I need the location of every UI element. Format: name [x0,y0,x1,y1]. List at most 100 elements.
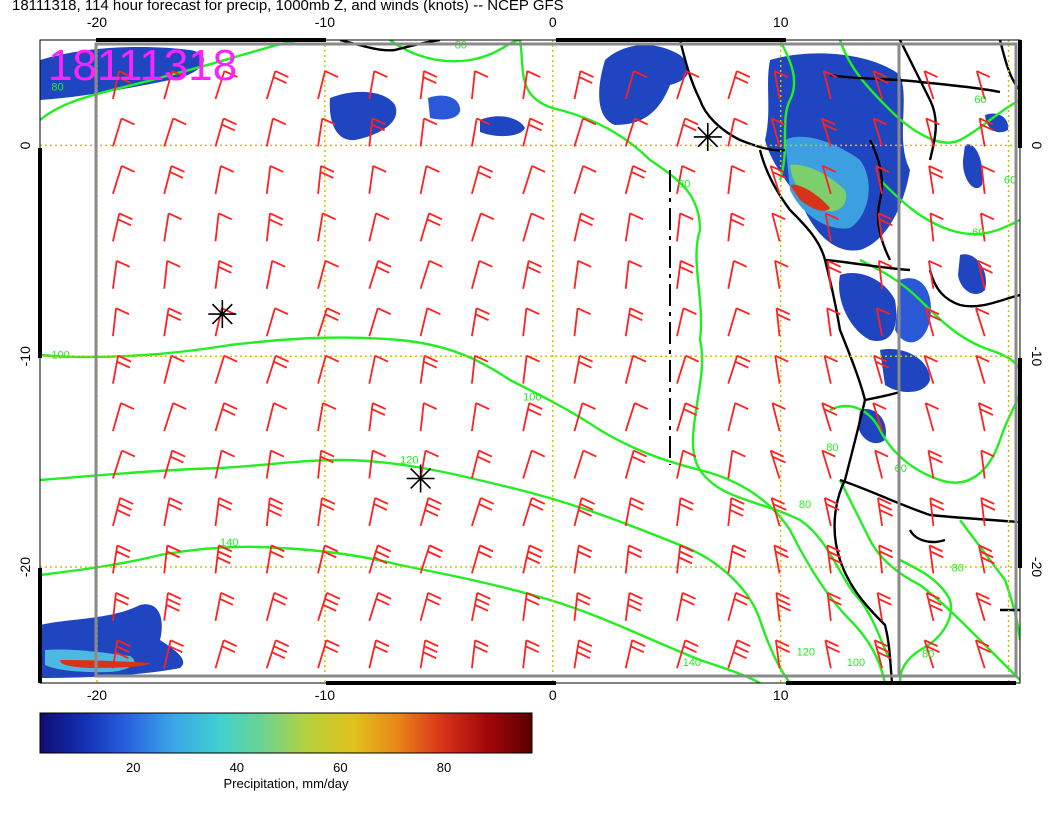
wind-barb [822,70,838,100]
wind-barb [112,449,136,479]
precip-area-east-2 [962,144,983,189]
wind-barb [770,117,786,147]
wind-barb [878,544,894,574]
wind-barb [624,259,643,289]
wind-barb [929,497,945,527]
colorbar-tick-label: 60 [333,760,347,775]
wind-barb [470,402,490,432]
wind-barb [624,354,647,384]
wind-barb [112,354,132,384]
wind-barb [676,497,694,527]
precip-area-north-mid [329,91,397,141]
wind-barb [727,307,750,337]
wind-barb [977,402,994,432]
wind-barb [727,165,746,195]
wind-barb [522,307,540,337]
bottom-lon-label: 0 [549,687,557,703]
wind-barb [317,497,336,527]
axis-tick-labels: -20 -10 0 10-20 -10 0 100-10-200-10-20 [17,14,1045,703]
wind-barb [624,449,648,479]
wind-barb [265,497,284,527]
border-7 [839,478,1020,524]
wind-barb [929,212,944,242]
precip-area-inland-3 [880,349,930,392]
wind-barb [875,165,890,195]
wind-barb [265,639,290,669]
wind-barb [368,639,390,669]
wind-barb [522,497,546,527]
contour-label: 80 [51,82,63,94]
wind-barb [214,354,238,384]
wind-barb [112,117,135,147]
wind-barb [928,165,944,195]
wind-barb [522,70,541,100]
wind-barb [573,212,595,242]
contour-label: 100 [523,392,541,404]
pressure-center-marker [693,122,722,151]
wind-barb [368,165,387,195]
wind-barb [317,449,335,479]
precip-area-north-east [480,116,525,137]
wind-barb [317,544,339,574]
wind-barb [470,117,491,147]
wind-barb [265,117,287,147]
wind-barb [163,591,182,621]
wind-barb [214,212,233,242]
coastline-west-central [758,149,894,683]
contour-label: 60 [972,227,984,239]
wind-barb [112,402,135,432]
contour-label: 60 [1004,174,1016,186]
wind-barb [823,354,838,384]
wind-barb [977,259,993,289]
wind-barb [419,497,442,527]
wind-barb [821,449,836,479]
wind-barb [624,70,648,100]
bottom-lon-label: -10 [315,687,335,703]
contour-140 [40,545,761,683]
wind-barb [471,165,493,195]
wind-barb [522,591,541,621]
page-title: 18111318, 114 hour forecast for precip, … [12,0,564,14]
wind-barb [727,117,748,147]
wind-barb [573,591,591,621]
wind-barb [112,544,131,574]
wind-barb [265,70,289,100]
contour-east-4 [859,258,1020,371]
left-lat-label: -20 [17,557,33,577]
height-contours [40,40,1020,683]
wind-barb [265,402,288,432]
wind-barb [214,259,233,289]
wind-barb [419,307,441,337]
wind-barb [676,639,699,669]
bottom-lon-label: 10 [773,687,789,703]
wind-barb [821,165,837,195]
contour-label: 100 [51,349,69,361]
wind-barb [317,354,340,384]
wind-barb [317,259,339,289]
timestamp-label: 18111318 [48,41,237,90]
wind-barb [573,259,592,289]
wind-barb [368,212,390,242]
wind-barb [419,117,438,147]
wind-barb [874,449,889,479]
wind-barb [980,497,996,527]
wind-barb [368,591,392,622]
coastlines [339,40,1020,683]
wind-barb [368,544,392,574]
wind-barb [873,639,892,669]
precip-area-north-small [428,95,461,120]
wind-barb [471,212,495,242]
wind-barb [265,259,286,289]
wind-barb [265,354,290,384]
wind-barb [980,449,995,479]
wind-barb [112,591,130,621]
wind-barb [923,70,938,100]
wind-barb [317,165,335,194]
wind-barb [769,165,786,195]
wind-barb [419,591,442,622]
contour-label: 100 [847,657,865,669]
wind-barb [163,70,186,100]
wind-barb [771,212,786,242]
wind-barb [676,70,700,100]
wind-barb [821,402,838,432]
